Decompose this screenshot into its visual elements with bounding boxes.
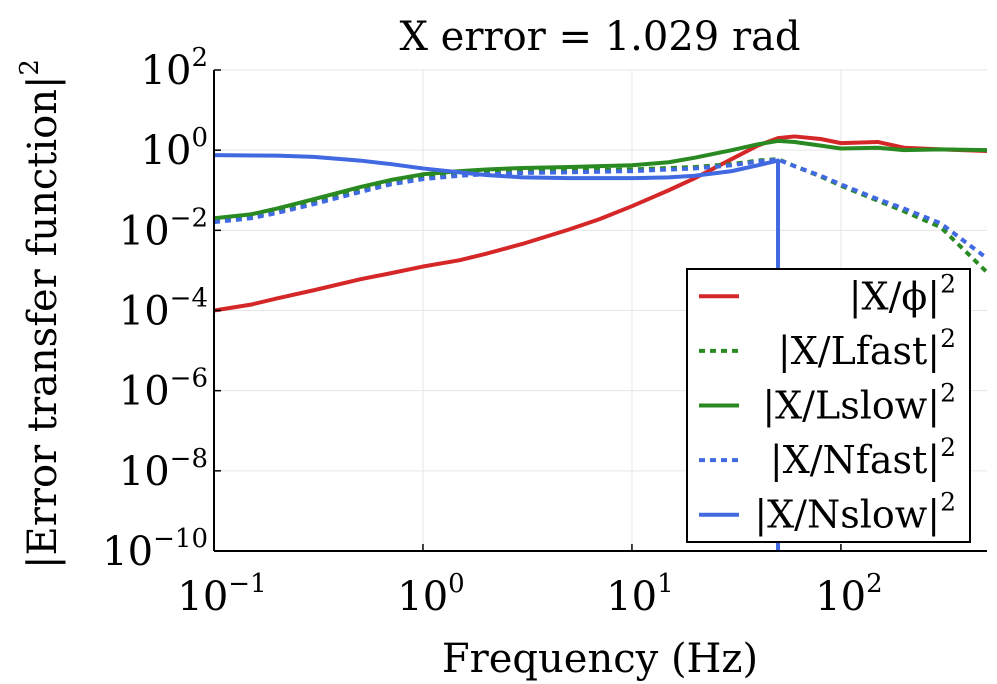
y-tick-label: 10−4 <box>119 284 208 335</box>
y-tick-label: 100 <box>141 123 208 174</box>
y-tick-label: 10−6 <box>119 364 208 415</box>
x-tick-label: 100 <box>397 569 464 620</box>
legend-label-4: |X/Nfast|2 <box>770 433 956 482</box>
svg-text:|Error transfer function|2: |Error transfer function|2 <box>15 59 66 569</box>
y-tick-label: 10−2 <box>119 203 208 254</box>
series-line-2 <box>214 157 987 274</box>
series-line-5 <box>214 153 781 551</box>
x-tick-label: 101 <box>606 569 673 620</box>
x-tick-label: 10−1 <box>177 569 266 620</box>
legend-label-1: |X/ϕ|2 <box>849 269 956 318</box>
legend-label-2: |X/Lfast|2 <box>778 324 956 373</box>
series-line-4 <box>214 157 987 260</box>
legend-label-5: |X/Nslow|2 <box>754 488 956 537</box>
chart-title: X error = 1.029 rad <box>399 14 800 60</box>
x-tick-label: 102 <box>815 569 882 620</box>
series-line-3 <box>214 138 987 221</box>
y-tick-label: 10−10 <box>102 524 208 575</box>
y-tick-label: 102 <box>141 43 208 94</box>
series-lines <box>214 134 987 551</box>
legend: |X/ϕ|2 |X/Lfast|2 |X/Lslow|2 |X/Nfast|2 |X/N… <box>686 268 971 543</box>
tick-labels: 10−1 100 101 102 10−10 10−8 10−6 10−4 10−2 100 102 <box>102 43 882 620</box>
y-axis-label-exponent: 2 <box>15 59 45 76</box>
axes <box>213 69 987 552</box>
y-tick-label: 10−8 <box>119 444 208 495</box>
y-axis-label: |Error transfer function|2 <box>15 59 66 569</box>
series-line-1 <box>214 134 987 313</box>
legend-label-3: |X/Lslow|2 <box>762 379 956 428</box>
y-axis-label-text: |Error transfer function| <box>20 76 66 569</box>
x-axis-label: Frequency (Hz) <box>442 636 758 682</box>
